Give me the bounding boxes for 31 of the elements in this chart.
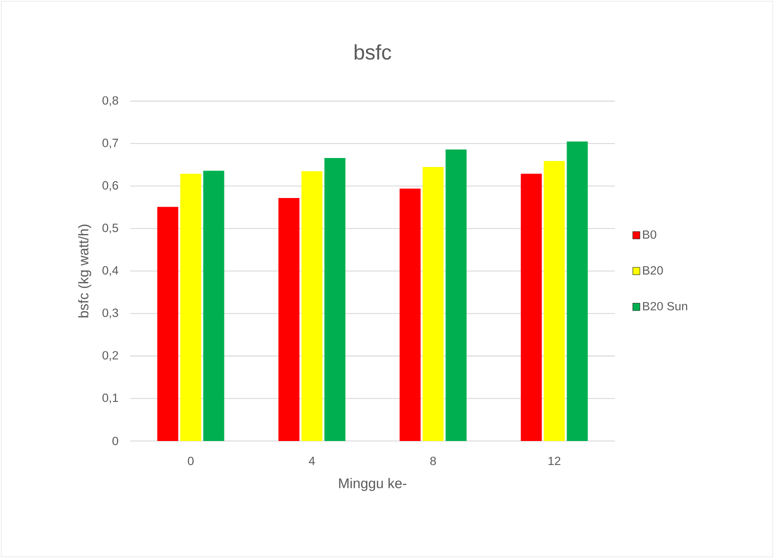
bar (324, 158, 346, 441)
y-tick-label: 0 (112, 436, 118, 446)
x-tick-label: 4 (308, 456, 315, 465)
bar (422, 166, 444, 441)
chart-title: bsfc (354, 44, 392, 60)
y-tick-label: 0,5 (102, 224, 118, 234)
bar (400, 188, 421, 441)
legend-label: B0 (643, 230, 656, 239)
bar (520, 174, 542, 441)
y-tick-label: 0,8 (102, 96, 118, 106)
y-tick-label: 0,3 (102, 308, 118, 318)
bar (180, 174, 202, 441)
bar (544, 160, 565, 441)
y-tick-label: 0,4 (102, 266, 118, 276)
bar (301, 171, 322, 441)
x-axis-title: Minggu ke- (339, 478, 406, 491)
y-tick-label: 0,6 (102, 181, 118, 191)
x-tick-label: 8 (430, 456, 436, 466)
bar (157, 206, 178, 441)
bar (446, 150, 467, 441)
y-tick-label: 0,7 (102, 138, 118, 149)
legend-label: B20 Sun (643, 302, 688, 310)
x-tick-label: 12 (548, 456, 560, 466)
y-axis-title: bsfc (kg watt/h) (78, 224, 92, 318)
legend-label: B20 (643, 266, 663, 275)
bar (278, 198, 300, 441)
y-tick-label: 0,2 (102, 351, 118, 361)
x-tick-label: 0 (188, 456, 194, 466)
y-tick-label: 0,1 (102, 394, 118, 404)
bar (203, 170, 224, 441)
bar (566, 141, 588, 441)
